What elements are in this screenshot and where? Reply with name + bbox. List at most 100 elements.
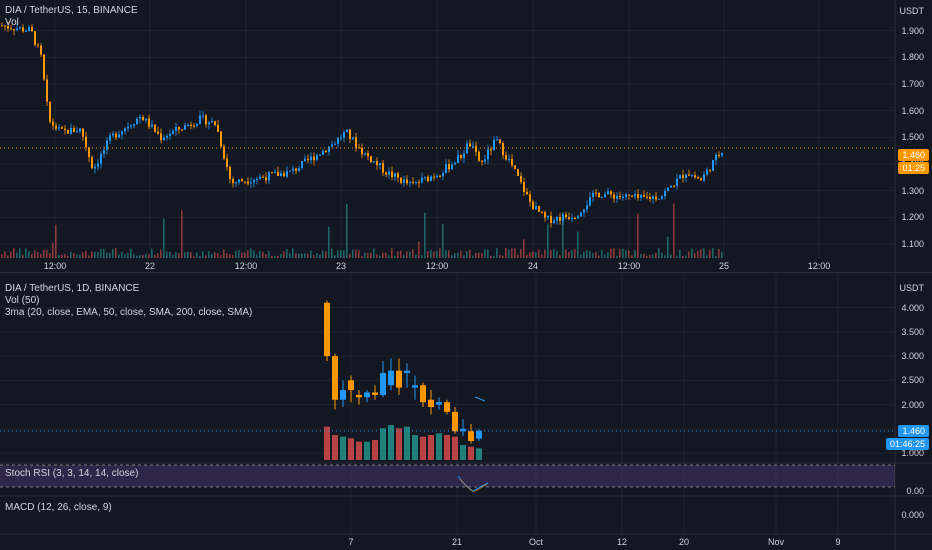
main-currency-label[interactable]: USDT [899,6,925,16]
volume-bar [448,250,450,258]
volume-bar [244,252,246,258]
volume-bar [571,250,573,258]
candle-body [277,171,279,176]
volume-bar [28,251,30,258]
volume-bar [34,250,36,258]
daily-countdown-tag: 01:46:25 [885,438,929,450]
candle-body [340,390,346,400]
volume-bar [553,248,555,258]
candle-body [196,123,198,126]
candle-body [178,126,180,130]
daily-currency-label[interactable]: USDT [899,283,925,293]
volume-bar [679,249,681,258]
candle-body [631,195,633,197]
daily-chart-pane[interactable]: DIA / TetherUS, 1D, BINANCE Vol (50) 3ma… [0,273,932,550]
candle-body [22,27,24,32]
candle-body [544,212,546,218]
candle-body [106,140,108,150]
volume-bar [205,255,207,258]
volume-bar [460,250,462,258]
candle-body [541,211,543,213]
volume-bar [676,255,678,258]
candle-body [37,44,39,46]
y-tick-label: 1.000 [901,448,924,459]
candle-body [100,153,102,164]
candle-body [313,156,315,161]
candle-body [265,177,267,181]
volume-bar [148,254,150,258]
volume-bar [476,448,482,460]
main-chart-pane[interactable]: DIA / TetherUS, 15, BINANCE Vol USDT 1.9… [0,0,932,272]
candle-body [445,164,447,173]
candle-body [348,380,354,391]
candle-body [427,176,429,182]
volume-bar [655,252,657,258]
volume-bar [421,255,423,258]
volume-bar [583,251,585,258]
candle-body [436,402,442,405]
volume-bar [142,254,144,258]
volume-bar [610,248,612,258]
candle-body [241,179,243,182]
volume-bar [400,250,402,258]
candle-body [208,122,210,125]
candle-body [637,194,639,198]
candle-body [430,176,432,182]
candle-body [271,172,273,174]
candle-body [127,126,129,129]
main-chart-canvas[interactable] [0,0,932,272]
x-tick-label: 12:00 [43,261,67,271]
candle-body [235,182,237,184]
candle-body [244,181,246,183]
candle-body [460,428,466,432]
volume-bar [259,250,261,258]
candle-body [52,121,54,126]
candle-body [355,137,357,148]
candle-body [595,192,597,194]
candle-body [418,182,420,184]
volume-bar [184,252,186,258]
pane-separator[interactable] [0,272,932,273]
volume-bar [658,248,660,258]
candle-body [706,169,708,175]
candle-body [280,173,282,176]
volume-bar [565,249,567,258]
candle-body [292,168,294,171]
candle-body [476,430,482,439]
volume-bar [348,438,354,460]
candle-body [157,131,159,134]
candle-body [655,196,657,200]
volume-bar [478,252,480,258]
candle-body [76,131,78,133]
volume-bar [442,223,444,258]
volume-bar [673,203,675,258]
candle-body [466,143,468,154]
candle-body [358,147,360,149]
candle-body [538,206,540,212]
x-tick-label: 24 [527,261,539,271]
volume-bar [379,255,381,258]
volume-bar [715,255,717,258]
volume-bar [372,440,378,460]
volume-bar [625,250,627,258]
candle-body [697,177,699,179]
candle-body [151,124,153,127]
volume-bar [700,249,702,258]
candle-body [310,156,312,161]
y-tick-label: 1.600 [901,105,924,116]
volume-bar [598,255,600,258]
candle-body [97,163,99,167]
candle-body [499,139,501,144]
candle-body [43,54,45,80]
candle-body [493,139,495,151]
volume-bar [712,248,714,258]
volume-bar [343,250,345,258]
volume-bar [157,253,159,258]
daily-chart-canvas[interactable] [0,273,932,550]
volume-bar [13,248,15,258]
candle-body [64,128,66,130]
candle-body [682,175,684,179]
x-tick-label: 12:00 [234,261,258,271]
volume-bar [370,252,372,258]
candle-body [529,194,531,202]
